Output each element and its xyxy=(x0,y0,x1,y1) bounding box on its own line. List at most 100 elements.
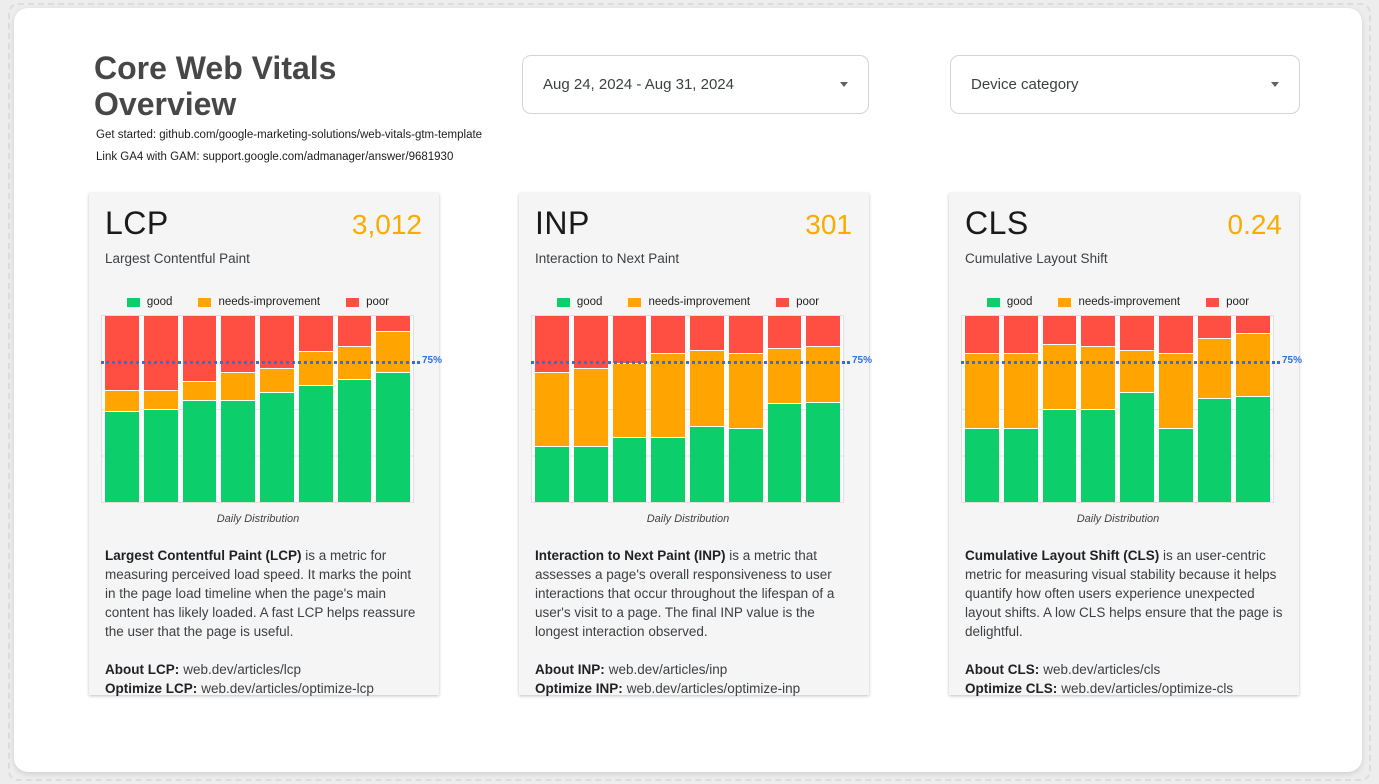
bar-segment-good xyxy=(1120,392,1154,502)
about-line: About LCP: web.dev/articles/lcp xyxy=(105,662,302,677)
bar-segment-good xyxy=(651,436,685,502)
legend-item-good: good xyxy=(126,296,173,308)
stacked-bar xyxy=(728,316,763,502)
date-range-select[interactable]: Aug 24, 2024 - Aug 31, 2024 xyxy=(522,55,869,114)
bar-segment-poor xyxy=(1042,316,1077,344)
chart-block: good needs-improvement poor 75% Daily Dist… xyxy=(89,286,442,534)
bar-segment-poor xyxy=(573,316,608,369)
bar-segment-poor xyxy=(182,316,217,382)
bar-segment-poor xyxy=(337,316,372,346)
stacked-bar xyxy=(1042,316,1077,502)
legend-label: poor xyxy=(1226,296,1250,308)
chart-legend: good needs-improvement poor xyxy=(949,286,1299,308)
device-category-select[interactable]: Device category xyxy=(950,55,1300,114)
bar-segment-poor xyxy=(1120,316,1154,350)
bar-segment-good xyxy=(573,446,608,502)
bar-segment-needs-improvement xyxy=(651,353,685,437)
stacked-bar xyxy=(298,316,333,502)
stacked-bar xyxy=(965,316,999,502)
bar-segment-poor xyxy=(105,316,139,391)
legend-swatch-icon xyxy=(126,297,140,307)
bar-segment-good xyxy=(1197,397,1232,502)
stacked-bar xyxy=(767,316,802,502)
bar-segment-good xyxy=(182,399,217,502)
bar-segment-poor xyxy=(1081,316,1115,346)
bar-segment-poor xyxy=(143,316,178,391)
metric-description: Largest Contentful Paint (LCP) is a metr… xyxy=(89,534,439,698)
stacked-bar xyxy=(221,316,255,502)
bars-area xyxy=(532,316,843,502)
card-header: CLS 0.24 Cumulative Layout Shift xyxy=(949,193,1299,266)
legend-item-poor: poor xyxy=(776,296,819,308)
metric-card-cls: CLS 0.24 Cumulative Layout Shift good nee… xyxy=(949,193,1302,696)
optimize-link: web.dev/articles/optimize-inp xyxy=(626,681,801,696)
bar-segment-needs-improvement xyxy=(612,362,647,437)
metric-full-name: Cumulative Layout Shift xyxy=(965,251,1108,266)
bar-segment-poor xyxy=(298,316,333,352)
bar-segment-good xyxy=(105,410,139,502)
stacked-bar xyxy=(337,316,372,502)
about-line: About CLS: web.dev/articles/cls xyxy=(965,662,1161,677)
legend-item-good: good xyxy=(986,296,1032,308)
bar-segment-needs-improvement xyxy=(535,371,569,447)
bar-segment-needs-improvement xyxy=(1236,332,1270,396)
legend-item-good: good xyxy=(556,296,602,308)
bar-segment-good xyxy=(1158,427,1193,502)
ga4-gam-link: Link GA4 with GAM: support.google.com/ad… xyxy=(96,151,454,163)
card-header: INP 301 Interaction to Next Paint xyxy=(519,193,869,266)
bar-segment-poor xyxy=(767,316,802,348)
legend-swatch-icon xyxy=(346,297,360,307)
bar-segment-needs-improvement xyxy=(298,351,333,385)
bar-segment-needs-improvement xyxy=(1120,349,1154,393)
date-range-value: Aug 24, 2024 - Aug 31, 2024 xyxy=(543,76,734,93)
bar-segment-good xyxy=(728,427,763,502)
bar-segment-good xyxy=(965,427,999,502)
bar-segment-good xyxy=(1042,409,1077,502)
bar-segment-good xyxy=(143,409,178,502)
header-links: Get started: github.com/google-marketing… xyxy=(96,124,482,168)
metric-name: CLS xyxy=(965,205,1029,241)
bar-segment-good xyxy=(1236,395,1270,502)
chart-block: good needs-improvement poor 75% Daily Dist… xyxy=(519,286,872,534)
daily-distribution-chart: 75% xyxy=(101,315,442,503)
bar-segment-needs-improvement xyxy=(1158,353,1193,428)
bar-segment-needs-improvement xyxy=(182,381,217,400)
legend-label: good xyxy=(146,296,173,308)
legend-swatch-icon xyxy=(986,297,1000,307)
legend-item-needs-improvement: needs-improvement xyxy=(1058,296,1180,308)
bar-segment-poor xyxy=(376,316,410,331)
legend-swatch-icon xyxy=(556,297,570,307)
legend-label: needs-improvement xyxy=(1078,296,1181,308)
bar-segment-good xyxy=(806,401,840,502)
bar-segment-needs-improvement xyxy=(1042,343,1077,409)
stacked-bar xyxy=(1003,316,1038,502)
bar-segment-needs-improvement xyxy=(573,368,608,447)
chevron-down-icon xyxy=(840,82,848,87)
bar-segment-good xyxy=(612,436,647,502)
metric-value: 0.24 xyxy=(1227,209,1283,240)
stacked-bar xyxy=(612,316,647,502)
chevron-down-icon xyxy=(1271,82,1279,87)
metric-full-name: Interaction to Next Paint xyxy=(535,251,680,266)
stacked-bar xyxy=(690,316,724,502)
about-link: web.dev/articles/inp xyxy=(608,662,728,677)
legend-item-needs-improvement: needs-improvement xyxy=(198,296,320,308)
daily-distribution-label: Daily Distribution xyxy=(646,513,730,525)
bar-segment-poor xyxy=(651,316,685,354)
bars-area xyxy=(962,316,1273,502)
bar-segment-needs-improvement xyxy=(221,371,255,400)
daily-distribution-label: Daily Distribution xyxy=(216,513,300,525)
stacked-bar xyxy=(806,316,840,502)
legend-swatch-icon xyxy=(776,297,790,307)
threshold-75-line xyxy=(531,360,850,364)
legend-item-needs-improvement: needs-improvement xyxy=(628,296,750,308)
legend-item-poor: poor xyxy=(1206,296,1249,308)
optimize-link: web.dev/articles/optimize-cls xyxy=(1061,681,1234,696)
bar-segment-needs-improvement xyxy=(806,345,840,402)
stacked-bar xyxy=(1120,316,1154,502)
chart-legend: good needs-improvement poor xyxy=(89,286,439,308)
legend-label: poor xyxy=(796,296,820,308)
bar-segment-good xyxy=(260,392,294,502)
description-paragraph: Largest Contentful Paint (LCP) is a metr… xyxy=(105,548,416,639)
